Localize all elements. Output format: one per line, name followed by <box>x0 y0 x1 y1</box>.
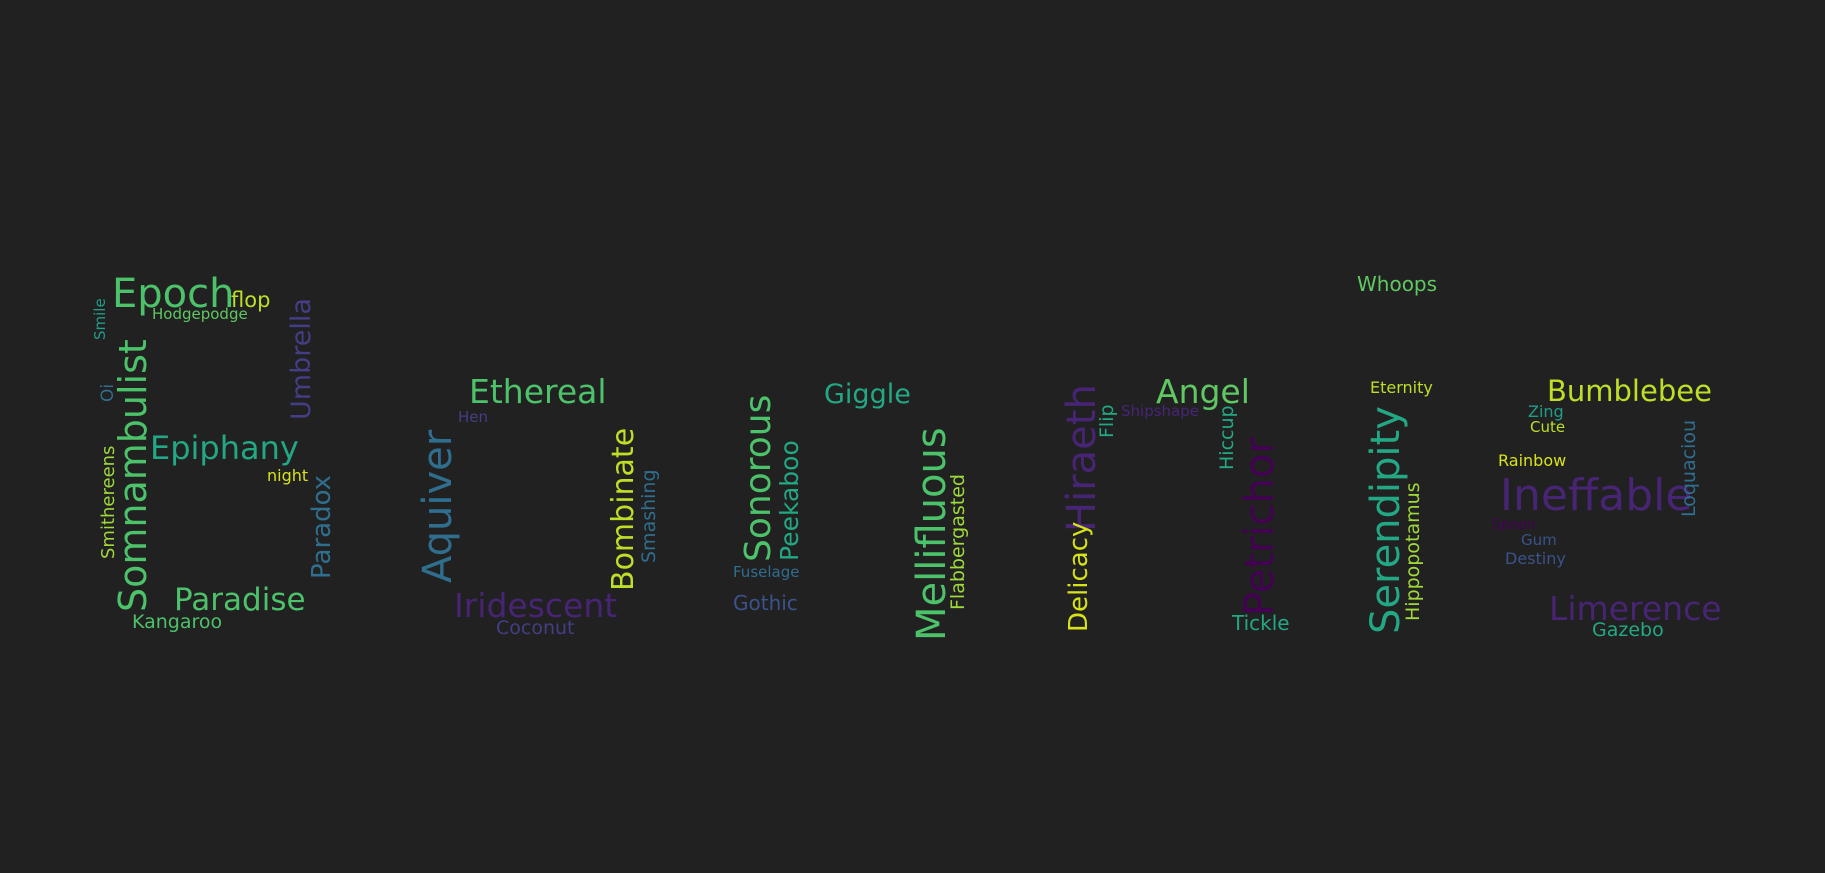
word-hodgepodge: Hodgepodge <box>152 305 248 323</box>
word-paradise: Paradise <box>174 582 306 618</box>
word-hiccup: Hiccup <box>1216 405 1238 470</box>
word-limerence: Limerence <box>1549 589 1722 628</box>
word-flabbergasted: Flabbergasted <box>947 474 969 610</box>
word-iridescent: Iridescent <box>454 586 618 625</box>
word-mellifluous: Mellifluous <box>909 427 955 641</box>
word-shipshape: Shipshape <box>1121 402 1199 420</box>
word-serendipity: Serendipity <box>1363 406 1409 634</box>
word-umbrella: Umbrella <box>286 298 317 420</box>
word-hen: Hen <box>458 408 489 426</box>
word-gum: Gum <box>1521 531 1557 549</box>
word-loquacious: Loquaciou <box>1678 419 1700 517</box>
word-ineffable: Ineffable <box>1500 470 1693 521</box>
word-eternity: Eternity <box>1370 378 1433 397</box>
word-gazebo: Gazebo <box>1592 619 1664 641</box>
word-oi: Oi <box>98 383 118 402</box>
word-bombinate: Bombinate <box>606 427 641 591</box>
word-smithereens: Smithereens <box>98 445 119 559</box>
word-sonorous: Sonorous <box>738 394 779 562</box>
word-destiny: Destiny <box>1505 549 1566 568</box>
word-petrichor: Petrichor <box>1237 437 1283 616</box>
word-flip: Flip <box>1096 404 1118 438</box>
word-paradox: Paradox <box>307 474 337 579</box>
word-coconut: Coconut <box>496 617 575 639</box>
word-angel: Angel <box>1156 372 1250 411</box>
word-cute: Cute <box>1530 418 1566 436</box>
word-delicacy: Delicacy <box>1064 521 1094 632</box>
word-flop: flop <box>231 288 271 312</box>
word-epoch: Epoch <box>112 271 235 317</box>
word-rainbow: Rainbow <box>1498 451 1567 470</box>
word-smashing: Smashing <box>638 469 660 563</box>
word-bumblebee: Bumblebee <box>1547 374 1712 408</box>
word-giggle: Giggle <box>824 379 911 410</box>
word-smile: Smile <box>91 298 109 340</box>
word-tickle: Tickle <box>1232 611 1290 635</box>
word-night: night <box>267 466 309 485</box>
word-gothic: Gothic <box>733 591 798 615</box>
word-hippopotamus: Hippopotamus <box>1402 482 1424 621</box>
word-peekaboo: Peekaboo <box>775 440 804 561</box>
word-aquiver: Aquiver <box>415 429 461 583</box>
word-ethereal: Ethereal <box>469 372 607 411</box>
word-somnambulist: Somnambulist <box>111 339 155 612</box>
word-fuselage: Fuselage <box>733 563 800 581</box>
word-whoops: Whoops <box>1357 272 1438 296</box>
word-kangaroo: Kangaroo <box>132 611 223 633</box>
word-zing: Zing <box>1528 402 1564 421</box>
word-faint-small: Spoon <box>1492 517 1536 533</box>
word-epiphany: Epiphany <box>150 429 299 467</box>
